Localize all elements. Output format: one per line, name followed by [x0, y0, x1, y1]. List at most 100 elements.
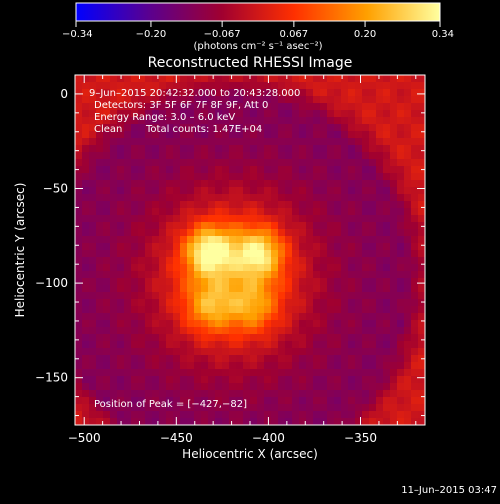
- heatmap-cell: [334, 229, 342, 237]
- heatmap-cell: [89, 110, 97, 118]
- heatmap-cell: [180, 201, 188, 209]
- heatmap-cell: [201, 285, 209, 293]
- heatmap-cell: [229, 411, 237, 419]
- heatmap-cell: [208, 229, 216, 237]
- heatmap-cell: [243, 82, 251, 90]
- heatmap-cell: [362, 369, 370, 377]
- heatmap-cell: [411, 404, 419, 412]
- heatmap-cell: [299, 103, 307, 111]
- heatmap-cell: [411, 75, 419, 83]
- heatmap-cell: [362, 397, 370, 405]
- heatmap-cell: [110, 222, 118, 230]
- heatmap-cell: [334, 166, 342, 174]
- heatmap-cell: [411, 159, 419, 167]
- heatmap-cell: [285, 383, 293, 391]
- heatmap-cell: [96, 271, 104, 279]
- heatmap-cell: [180, 236, 188, 244]
- heatmap-cell: [124, 397, 132, 405]
- heatmap-cell: [327, 187, 335, 195]
- heatmap-cell: [355, 222, 363, 230]
- heatmap-cell: [390, 187, 398, 195]
- heatmap-cell: [138, 194, 146, 202]
- heatmap-cell: [264, 145, 272, 153]
- heatmap-cell: [110, 355, 118, 363]
- heatmap-cell: [124, 89, 132, 97]
- heatmap-cell: [180, 376, 188, 384]
- heatmap-cell: [82, 320, 90, 328]
- heatmap-cell: [75, 222, 83, 230]
- heatmap-cell: [229, 145, 237, 153]
- heatmap-cell: [236, 243, 244, 251]
- heatmap-cell: [313, 271, 321, 279]
- heatmap-cell: [278, 201, 286, 209]
- heatmap-cell: [327, 117, 335, 125]
- heatmap-cell: [124, 152, 132, 160]
- heatmap-cell: [285, 208, 293, 216]
- heatmap-cell: [334, 397, 342, 405]
- heatmap-cell: [222, 404, 230, 412]
- heatmap-cell: [138, 418, 146, 425]
- heatmap-cell: [264, 271, 272, 279]
- heatmap-cell: [362, 411, 370, 419]
- heatmap-cell: [383, 96, 391, 104]
- heatmap-cell: [229, 404, 237, 412]
- heatmap-cell: [75, 376, 83, 384]
- heatmap-cell: [187, 418, 195, 425]
- heatmap-cell: [89, 96, 97, 104]
- heatmap-cell: [376, 285, 384, 293]
- heatmap-cell: [194, 313, 202, 321]
- heatmap-cell: [243, 383, 251, 391]
- heatmap-cell: [117, 376, 125, 384]
- heatmap-cell: [243, 173, 251, 181]
- colorbar: [75, 2, 441, 22]
- heatmap-cell: [264, 215, 272, 223]
- heatmap-cell: [187, 355, 195, 363]
- heatmap-cell: [159, 306, 167, 314]
- heatmap-cell: [117, 152, 125, 160]
- heatmap-cell: [236, 103, 244, 111]
- heatmap-cell: [180, 187, 188, 195]
- heatmap-cell: [75, 117, 83, 125]
- heatmap-cell: [278, 397, 286, 405]
- heatmap-cell: [103, 404, 111, 412]
- heatmap-cell: [166, 201, 174, 209]
- heatmap-cell: [390, 96, 398, 104]
- heatmap-cell: [313, 376, 321, 384]
- heatmap-cell: [250, 215, 258, 223]
- heatmap-cell: [96, 327, 104, 335]
- heatmap-cell: [411, 243, 419, 251]
- heatmap-cell: [341, 229, 349, 237]
- heatmap-cell: [201, 292, 209, 300]
- heatmap-cell: [166, 299, 174, 307]
- heatmap-cell: [334, 306, 342, 314]
- heatmap-cell: [278, 166, 286, 174]
- heatmap-cell: [341, 320, 349, 328]
- heatmap-cell: [250, 313, 258, 321]
- heatmap-cell: [110, 299, 118, 307]
- heatmap-cell: [96, 299, 104, 307]
- heatmap-cell: [236, 271, 244, 279]
- heatmap-cell: [117, 180, 125, 188]
- heatmap-cell: [411, 257, 419, 265]
- heatmap-cell: [229, 82, 237, 90]
- heatmap-cell: [397, 348, 405, 356]
- heatmap-cell: [229, 180, 237, 188]
- heatmap-cell: [243, 201, 251, 209]
- heatmap-cell: [418, 187, 425, 195]
- heatmap-cell: [96, 376, 104, 384]
- heatmap-cell: [278, 187, 286, 195]
- heatmap-cell: [117, 215, 125, 223]
- heatmap-cell: [145, 222, 153, 230]
- heatmap-cell: [215, 355, 223, 363]
- heatmap-cell: [194, 103, 202, 111]
- heatmap-cell: [152, 306, 160, 314]
- heatmap-cell: [173, 159, 181, 167]
- heatmap-cell: [124, 390, 132, 398]
- heatmap-cell: [327, 124, 335, 132]
- heatmap-cell: [89, 236, 97, 244]
- heatmap-cell: [110, 173, 118, 181]
- heatmap-cell: [103, 152, 111, 160]
- heatmap-cell: [250, 166, 258, 174]
- heatmap-cell: [236, 397, 244, 405]
- heatmap-cell: [145, 159, 153, 167]
